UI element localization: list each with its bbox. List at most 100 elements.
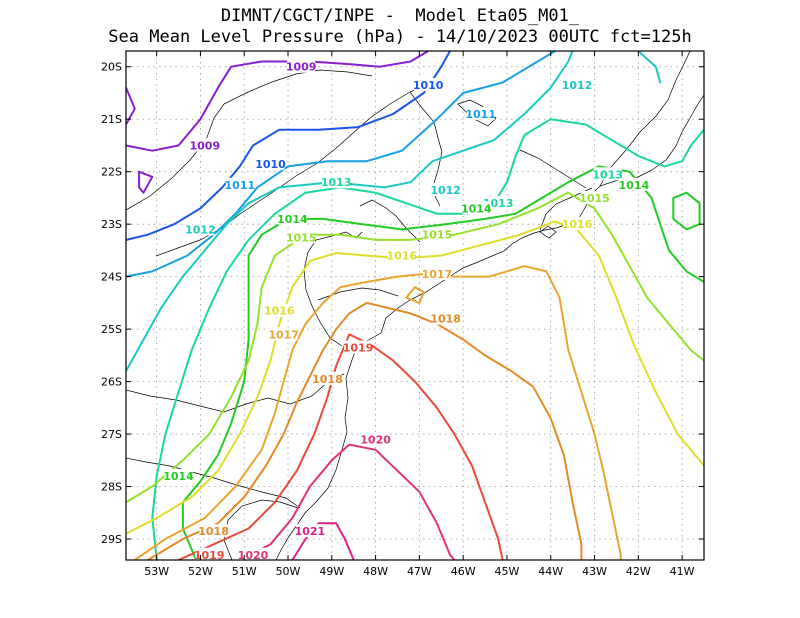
- isobar-label-1021: 1021: [295, 525, 326, 538]
- isobar-label-1009: 1009: [190, 139, 221, 152]
- isobar-1019: [177, 333, 504, 560]
- isobar-label-1019: 1019: [343, 341, 374, 354]
- chart-source-title: DIMNT/CGCT/INPE - Model Eta05_M01_: [220, 6, 580, 26]
- y-tick-label: 29S: [101, 533, 122, 546]
- x-tick-label: 48W: [363, 565, 388, 578]
- state-border: [539, 187, 593, 231]
- y-tick-label: 25S: [101, 323, 122, 336]
- isobar-label-background: [484, 196, 513, 210]
- isobar-label-1013: 1013: [321, 176, 352, 189]
- isobar-label-background: [195, 547, 224, 561]
- coastline: [275, 332, 382, 560]
- isobar-label-background: [269, 327, 298, 341]
- coastline: [380, 94, 704, 334]
- isobar-1015: [126, 191, 704, 504]
- isobar-label-background: [563, 78, 592, 92]
- isobar-label-background: [199, 524, 228, 538]
- isobar-label-1014: 1014: [619, 179, 650, 192]
- isobar-label-1012: 1012: [430, 184, 461, 197]
- y-tick-label: 26S: [101, 376, 122, 389]
- state-border: [519, 149, 587, 189]
- isobar-label-1015: 1015: [286, 231, 317, 244]
- isobar-label-background: [387, 248, 416, 262]
- chart-title: Sea Mean Level Pressure (hPa) - 14/10/20…: [108, 27, 692, 47]
- isobar-label-background: [287, 230, 316, 244]
- isobar-1012: [637, 51, 662, 84]
- isobar-1012: [126, 51, 574, 373]
- isobar-label-1020: 1020: [360, 433, 391, 446]
- isobar-label-background: [462, 201, 491, 215]
- isobar-label-1020: 1020: [238, 549, 269, 562]
- isobar-label-background: [265, 303, 294, 317]
- state-border: [155, 83, 429, 257]
- contour-layer: [126, 51, 704, 560]
- isobar-label-background: [278, 211, 307, 225]
- isobar-label-background: [466, 106, 495, 120]
- state-border: [126, 373, 345, 413]
- isobar-label-background: [186, 222, 215, 236]
- y-tick-label: 20S: [101, 61, 122, 74]
- isobar-label-background: [238, 547, 267, 561]
- x-tick-label: 44W: [538, 565, 563, 578]
- isobar-label-1017: 1017: [268, 328, 299, 341]
- isobar-label-background: [431, 183, 460, 197]
- state-border: [126, 457, 301, 509]
- isobar-label-1014: 1014: [277, 213, 308, 226]
- isobar-label-background: [322, 175, 351, 189]
- x-tick-label: 42W: [626, 565, 651, 578]
- x-tick-label: 47W: [407, 565, 432, 578]
- isobar-1013: [151, 118, 704, 560]
- state-border: [317, 287, 399, 301]
- isobar-label-1013: 1013: [483, 197, 514, 210]
- isobar-label-background: [313, 371, 342, 385]
- isobar-label-background: [593, 167, 622, 181]
- isobar-label-1011: 1011: [225, 179, 256, 192]
- isobar-label-background: [422, 227, 451, 241]
- isobar-1010: [126, 51, 451, 241]
- y-tick-label: 27S: [101, 428, 122, 441]
- state-border: [126, 69, 373, 211]
- state-border: [359, 199, 421, 243]
- isobar-label-background: [295, 524, 324, 538]
- isobar-label-background: [164, 469, 193, 483]
- isobar-1009: [126, 51, 430, 152]
- isobar-label-1014: 1014: [163, 470, 194, 483]
- isobar-1018: [146, 301, 583, 560]
- isobar-label-1018: 1018: [312, 373, 343, 386]
- state-border: [599, 51, 691, 187]
- x-tick-label: 49W: [319, 565, 344, 578]
- isobar-label-1014: 1014: [461, 202, 492, 215]
- y-tick-label: 21S: [101, 113, 122, 126]
- x-tick-label: 51W: [232, 565, 257, 578]
- isobar-label-1017: 1017: [422, 268, 453, 281]
- isobar-label-1015: 1015: [422, 229, 453, 242]
- state-border: [303, 231, 363, 347]
- isobar-1017: [133, 265, 622, 560]
- isobar-label-1013: 1013: [592, 168, 623, 181]
- plot-frame: [125, 50, 705, 561]
- contour-label-layer: 1009 1009 1010 1010 1011 1011 1012 1012 1012 1013…: [163, 59, 650, 562]
- isobar-label-background: [256, 156, 285, 170]
- isobar-label-1010: 1010: [413, 79, 444, 92]
- isobar-label-1009: 1009: [286, 61, 317, 74]
- isobar-label-background: [361, 432, 390, 446]
- isobar-label-1018: 1018: [430, 313, 461, 326]
- isobar-label-background: [287, 59, 316, 73]
- x-tick-label: 43W: [582, 565, 607, 578]
- isobar-label-1015: 1015: [579, 192, 610, 205]
- x-tick-label: 50W: [276, 565, 301, 578]
- coastline-map: [126, 51, 704, 560]
- x-tick-label: 53W: [144, 565, 169, 578]
- isobar-label-background: [344, 340, 373, 354]
- isobar-1020: [238, 443, 456, 560]
- isobar-label-background: [414, 78, 443, 92]
- isobar-label-1016: 1016: [387, 250, 418, 263]
- y-tick-label: 24S: [101, 271, 122, 284]
- isobar-label-background: [190, 138, 219, 152]
- x-tick-label: 46W: [451, 565, 476, 578]
- isobar-label-background: [563, 217, 592, 231]
- isobar-label-1010: 1010: [255, 158, 286, 171]
- isobar-label-1018: 1018: [198, 525, 229, 538]
- isobar-1017: [405, 286, 425, 304]
